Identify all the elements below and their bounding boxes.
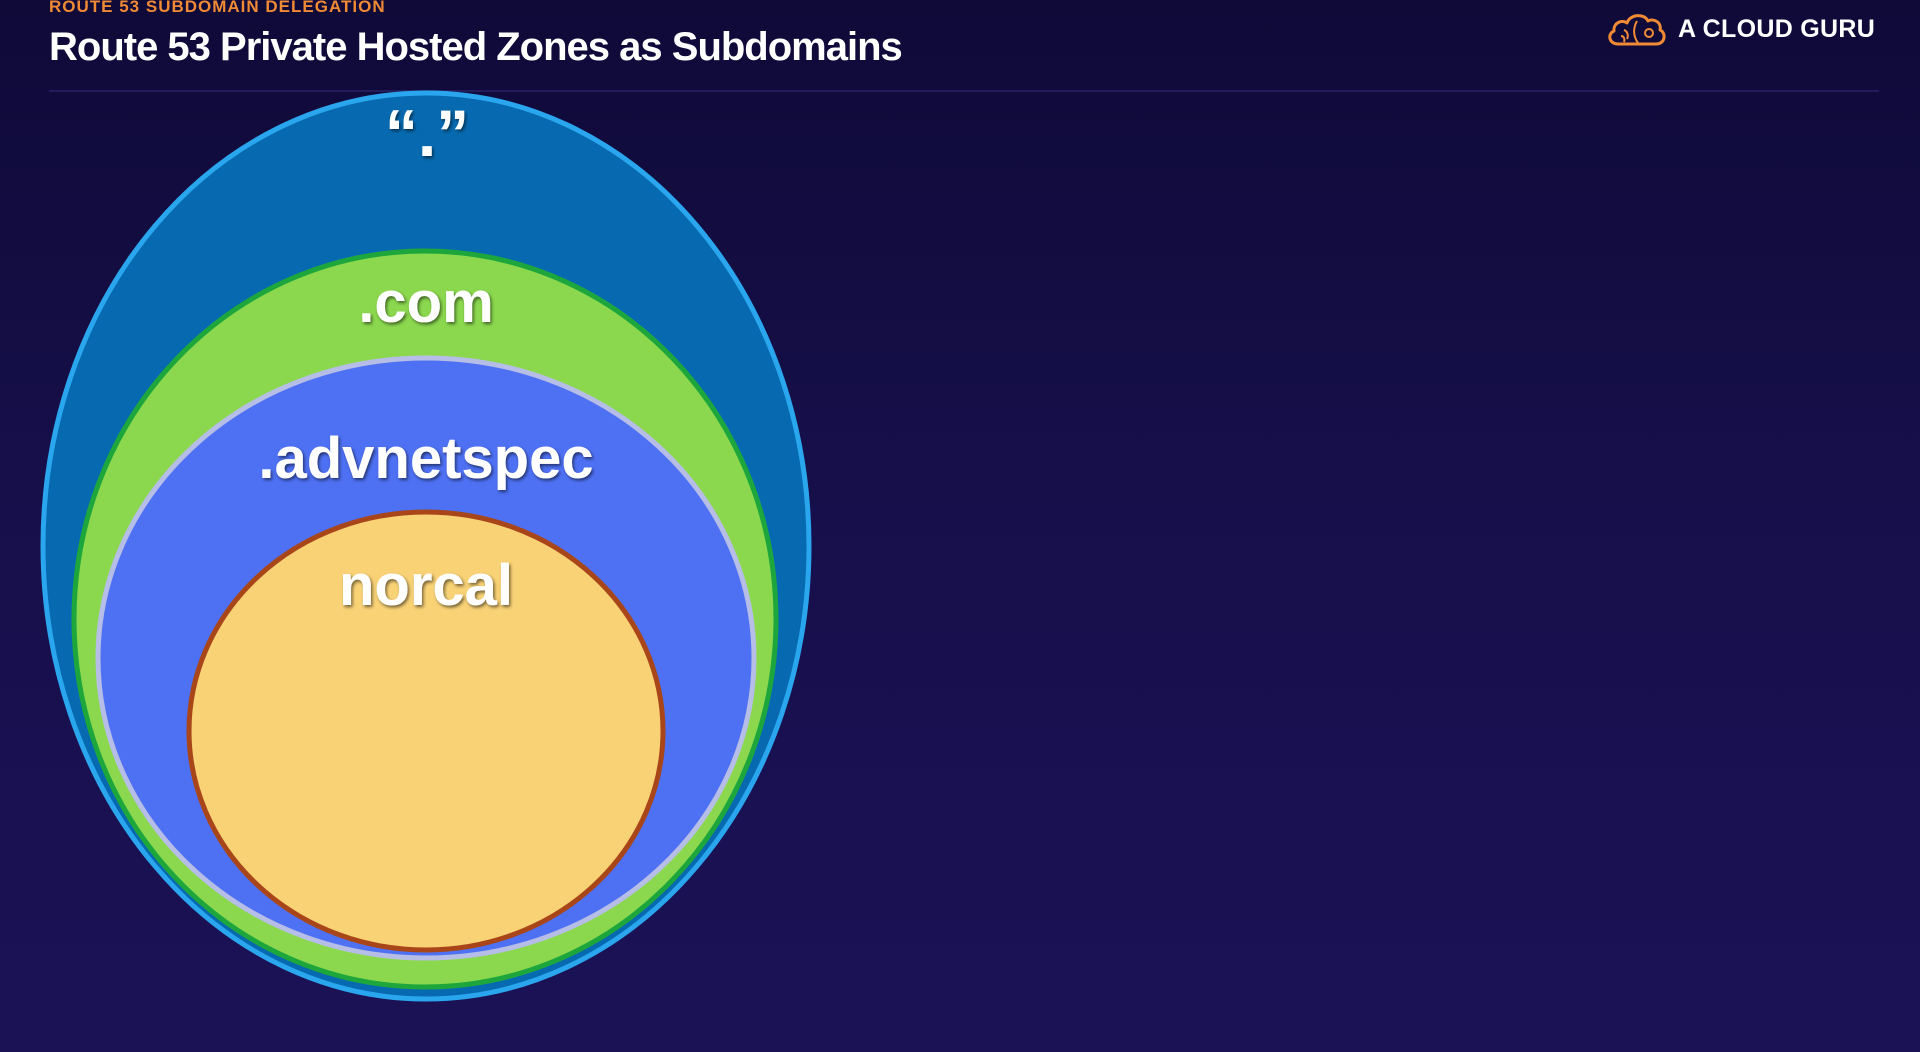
- zone-advnetspec-label: .advnetspec: [258, 426, 593, 491]
- zone-hierarchy-diagram: “.” .com .advnetspec norcal: [40, 90, 812, 1002]
- section-label: ROUTE 53 SUBDOMAIN DELEGATION: [49, 0, 386, 16]
- brand-name: A CLOUD GURU: [1678, 14, 1876, 43]
- header-divider: [49, 90, 1879, 92]
- zone-norcal-ellipse: [186, 509, 666, 953]
- zone-com-label: .com: [358, 270, 493, 335]
- slide-header: ROUTE 53 SUBDOMAIN DELEGATION Route 53 P…: [49, 0, 1880, 92]
- zone-root-label: “.”: [385, 96, 469, 170]
- slide-title: Route 53 Private Hosted Zones as Subdoma…: [49, 25, 903, 69]
- cloud-icon: [1608, 14, 1666, 46]
- zone-norcal: norcal: [186, 509, 666, 953]
- zone-norcal-label: norcal: [339, 553, 513, 618]
- brand-logo-group: A CLOUD GURU: [1604, 8, 1875, 50]
